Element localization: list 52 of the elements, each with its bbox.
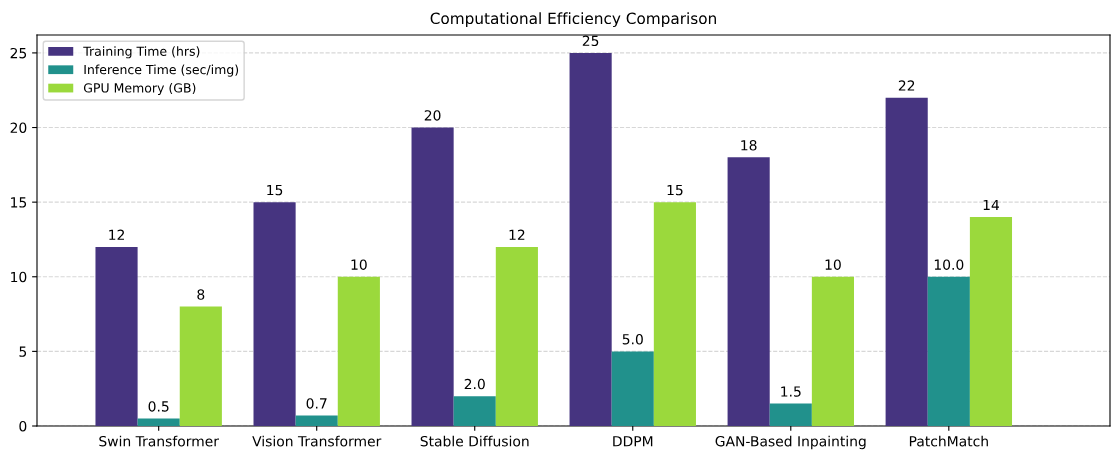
bar [253, 202, 296, 426]
bar [653, 202, 696, 426]
y-tick-label: 0 [19, 420, 27, 432]
y-tick-label: 5 [19, 346, 27, 357]
data-label: 25 [582, 35, 599, 47]
y-tick-label: 25 [10, 47, 27, 59]
legend-label: Training Time (hrs) [83, 46, 200, 59]
data-label: 12 [109, 229, 124, 240]
data-label: 10 [825, 259, 841, 270]
bar [611, 351, 654, 426]
bar [811, 276, 854, 426]
data-label: 5.0 [622, 334, 643, 345]
data-label: 10 [351, 259, 367, 270]
bar [95, 246, 138, 426]
y-tick-label: 20 [10, 122, 27, 133]
y-tick-label: 15 [11, 197, 27, 208]
y-tick-label: 10 [11, 271, 27, 283]
legend-label: Inference Time (sec/img) [84, 64, 239, 77]
data-label: 0.5 [148, 401, 169, 412]
data-label: 10.0 [934, 259, 964, 270]
data-label: 0.7 [306, 398, 327, 409]
bar [769, 403, 812, 426]
data-label: 1.5 [781, 386, 801, 397]
data-label: 15 [667, 184, 683, 196]
data-label: 20 [424, 110, 441, 121]
bar [179, 306, 222, 426]
x-tick-label: PatchMatch [909, 435, 988, 447]
bar [295, 415, 338, 426]
bar [137, 418, 180, 426]
x-tick-label: Vision Transformer [252, 435, 382, 447]
x-tick-label: Swin Transformer [99, 435, 219, 447]
data-label: 14 [983, 199, 1000, 211]
bar [727, 157, 770, 426]
data-label: 18 [741, 140, 757, 151]
bar [885, 97, 928, 426]
bar [969, 217, 1013, 426]
bar [411, 127, 454, 426]
data-label: 2.0 [464, 378, 485, 390]
bar [927, 276, 970, 426]
bar [453, 396, 496, 426]
data-label: 12 [509, 229, 525, 240]
data-label: 22 [898, 80, 915, 91]
x-tick-label: GAN-Based Inpainting [715, 435, 866, 450]
legend-label: GPU Memory (GB) [83, 82, 196, 96]
bar [337, 276, 380, 426]
bar [569, 52, 612, 426]
x-tick-label: DDPM [613, 436, 653, 447]
chart-title: Computational Efficiency Comparison [430, 12, 716, 28]
bar [495, 246, 538, 426]
data-label: 15 [267, 184, 283, 196]
data-label: 8 [197, 289, 205, 300]
x-tick-label: Stable Diffusion [420, 435, 529, 447]
